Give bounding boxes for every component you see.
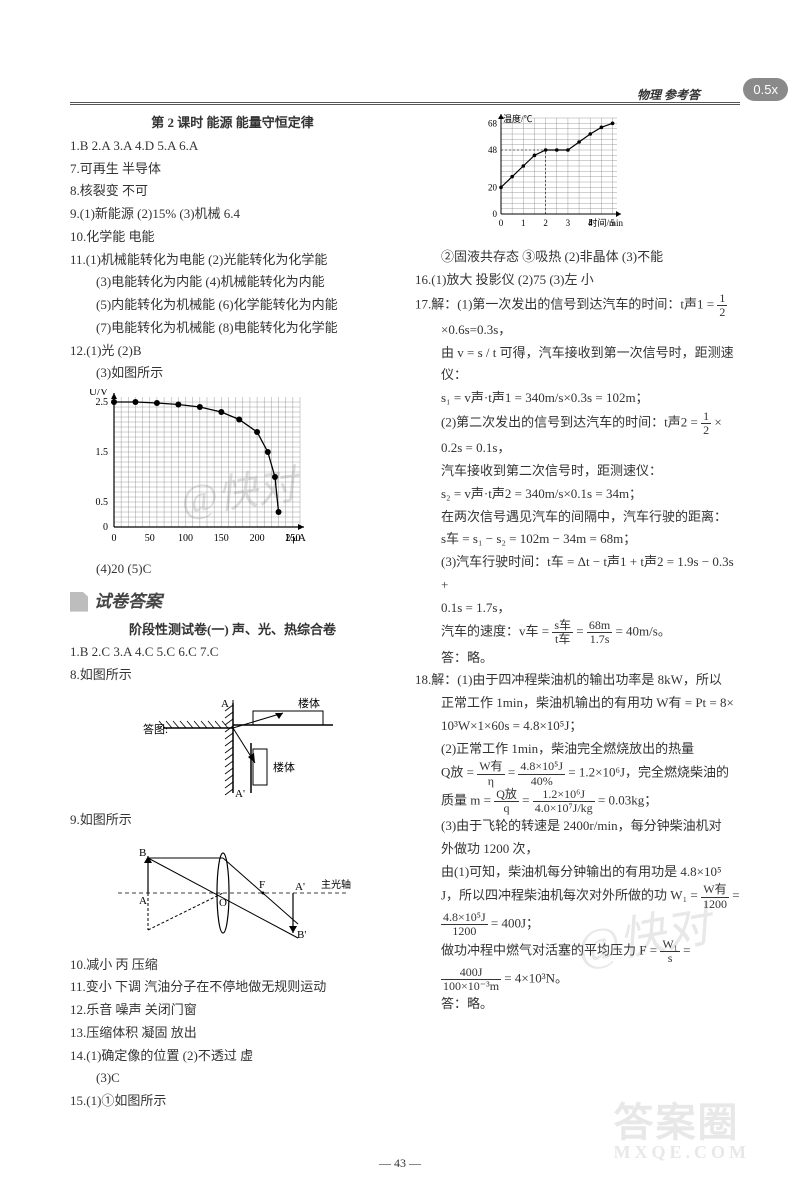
svg-text:3: 3: [566, 218, 571, 228]
answer-line: 9.如图所示: [70, 809, 395, 832]
stage-title: 阶段性测试卷(一) 声、光、热综合卷: [70, 619, 395, 642]
svg-text:B: B: [139, 847, 146, 859]
lesson-title: 第 2 课时 能源 能量守恒定律: [70, 112, 395, 135]
temp-chart: 0123450204868温度/℃时间/min: [475, 112, 740, 242]
answer-line: 10.化学能 电能: [70, 226, 395, 249]
answer-line: 8.如图所示: [70, 664, 395, 687]
answer-line: J，所以四冲程柴油机每次对外所做的功 W₁ = W有1200 =: [415, 883, 740, 910]
answer-line: (3)C: [70, 1067, 395, 1090]
answer-line: 答：略。: [415, 993, 740, 1016]
answer-line: 0.2s = 0.1s，: [415, 437, 740, 460]
svg-text:楼体: 楼体: [298, 696, 320, 710]
answer-line: (3)如图所示: [70, 362, 395, 385]
svg-text:A: A: [139, 895, 147, 907]
answer-line: (7)电能转化为机械能 (8)电能转化为化学能: [70, 317, 395, 340]
svg-text:2.5: 2.5: [96, 397, 109, 408]
answer-line: 17.解：(1)第一次发出的信号到达汽车的时间：t声1 = 12: [415, 292, 740, 319]
page-content: 第 2 课时 能源 能量守恒定律 1.B 2.A 3.A 4.D 5.A 6.A…: [70, 112, 740, 1143]
answer-line: 18.解：(1)由于四冲程柴油机的输出功率是 8kW，所以: [415, 669, 740, 692]
answer-line: 汽车的速度：v车 = s车t车 = 68m1.7s = 40m/s。: [415, 619, 740, 646]
answer-line: 7.可再生 半导体: [70, 158, 395, 181]
svg-text:A: A: [221, 698, 229, 710]
svg-text:200: 200: [250, 533, 265, 544]
answer-line: 质量 m = Q放q = 1.2×10⁶J4.0×10⁷J/kg = 0.03k…: [415, 788, 740, 815]
answer-line: (3)汽车行驶时间：t车 = Δt − t声1 + t声2 = 1.9s − 0…: [415, 551, 740, 597]
answer-line: 汽车接收到第二次信号时，距测速仪：: [415, 460, 740, 483]
answer-line: 0.1s = 1.7s，: [415, 597, 740, 620]
page-number: — 43 —: [0, 1156, 800, 1171]
svg-text:1.5: 1.5: [96, 447, 109, 458]
answer-line: (2)正常工作 1min，柴油完全燃烧放出的热量: [415, 738, 740, 761]
answer-line: 4.8×10⁵J1200 = 400J；: [415, 911, 740, 938]
answer-line: 正常工作 1min，柴油机输出的有用功 W有 = Pt = 8×: [415, 692, 740, 715]
answer-line: 15.(1)①如图所示: [70, 1090, 395, 1113]
svg-text:O: O: [219, 897, 227, 909]
answers-section-title: 试卷答案: [70, 587, 395, 617]
answer-line: (5)内能转化为机械能 (6)化学能转化为内能: [70, 294, 395, 317]
answer-line: 16.(1)放大 投影仪 (2)75 (3)左 小: [415, 269, 740, 292]
svg-text:0: 0: [112, 533, 117, 544]
svg-text:答图:: 答图:: [143, 722, 168, 736]
answer-line: 1.B 2.A 3.A 4.D 5.A 6.A: [70, 135, 395, 158]
svg-text:楼体: 楼体: [273, 760, 295, 774]
answer-line: 由(1)可知，柴油机每分钟输出的有用功是 4.8×10⁵: [415, 861, 740, 884]
answer-line: 做功冲程中燃气对活塞的平均压力 F = W₁s =: [415, 938, 740, 965]
answer-line: 12.(1)光 (2)B: [70, 340, 395, 363]
answer-line: 外做功 1200 次，: [415, 838, 740, 861]
answer-line: (4)20 (5)C: [70, 558, 395, 581]
svg-text:100: 100: [178, 533, 193, 544]
zoom-badge: 0.5x: [743, 78, 788, 101]
svg-text:50: 50: [145, 533, 155, 544]
page-header: 物理 参考答: [637, 86, 700, 103]
answer-line: ×0.6s=0.3s，: [415, 319, 740, 342]
svg-text:150: 150: [214, 533, 229, 544]
answer-line: 1.B 2.C 3.A 4.C 5.C 6.C 7.C: [70, 641, 395, 664]
svg-text:20: 20: [488, 182, 498, 192]
answer-line: 13.压缩体积 凝固 放出: [70, 1022, 395, 1045]
answer-line: Q放 = W有η = 4.8×10⁵J40% = 1.2×10⁶J，完全燃烧柴油…: [415, 760, 740, 787]
answer-line: 答：略。: [415, 647, 740, 670]
answer-line: (2)第二次发出的信号到达汽车的时间：t声2 = 12 ×: [415, 410, 740, 437]
svg-text:主光轴: 主光轴: [321, 878, 351, 891]
svg-text:1: 1: [521, 218, 526, 228]
answer-line: 由 v = s / t 可得，汽车接收到第一次信号时，距测速仪：: [415, 342, 740, 388]
svg-text:B': B': [297, 929, 306, 941]
svg-text:0.5: 0.5: [96, 497, 109, 508]
svg-text:0: 0: [103, 522, 108, 533]
answer-line: (3)由于飞轮的转速是 2400r/min，每分钟柴油机对: [415, 815, 740, 838]
answer-line: ②固液共存态 ③吸热 (2)非晶体 (3)不能: [415, 246, 740, 269]
svg-text:2: 2: [543, 218, 548, 228]
svg-text:0: 0: [493, 209, 498, 219]
svg-text:U/V: U/V: [89, 389, 108, 398]
answer-line: s₂ = v声·t声2 = 340m/s×0.1s = 34m；: [415, 483, 740, 506]
answer-line: 9.(1)新能源 (2)15% (3)机械 6.4: [70, 203, 395, 226]
lens-diagram: 主光轴 B A O F B' A': [113, 838, 353, 948]
svg-text:48: 48: [488, 145, 498, 155]
answer-line: 10.减小 丙 压缩: [70, 954, 395, 977]
svg-text:68: 68: [488, 118, 498, 128]
header-rule: [70, 102, 740, 105]
answer-line: 14.(1)确定像的位置 (2)不透过 虚: [70, 1045, 395, 1068]
svg-text:F: F: [259, 879, 265, 891]
document-icon: [70, 592, 88, 612]
answer-line: 8.核裂变 不可: [70, 180, 395, 203]
answer-line: 12.乐音 噪声 关闭门窗: [70, 999, 395, 1022]
answer-line: 400J100×10⁻³m = 4×10³N。: [415, 966, 740, 993]
svg-text:A': A': [235, 788, 245, 800]
svg-text:I/μA: I/μA: [285, 532, 306, 544]
answer-line: 11.(1)机械能转化为电能 (2)光能转化为化学能: [70, 249, 395, 272]
answer-line: (3)电能转化为内能 (4)机械能转化为内能: [70, 271, 395, 294]
reflection-diagram: 楼体楼体AA'答图:: [123, 693, 343, 803]
svg-text:温度/℃: 温度/℃: [503, 113, 533, 124]
answer-line: 10³W×1×60s = 4.8×10⁵J；: [415, 715, 740, 738]
answer-line: s₁ = v声·t声1 = 340m/s×0.3s = 102m；: [415, 387, 740, 410]
answer-line: 在两次信号遇见汽车的间隔中，汽车行驶的距离：: [415, 506, 740, 529]
uv-chart: 05010015020025000.51.52.5U/VI/μA: [80, 389, 395, 554]
answer-line: s车 = s₁ − s₂ = 102m − 34m = 68m；: [415, 528, 740, 551]
svg-text:A': A': [295, 881, 305, 893]
svg-text:时间/min: 时间/min: [588, 217, 623, 228]
svg-text:0: 0: [499, 218, 504, 228]
answer-line: 11.变小 下调 汽油分子在不停地做无规则运动: [70, 976, 395, 999]
